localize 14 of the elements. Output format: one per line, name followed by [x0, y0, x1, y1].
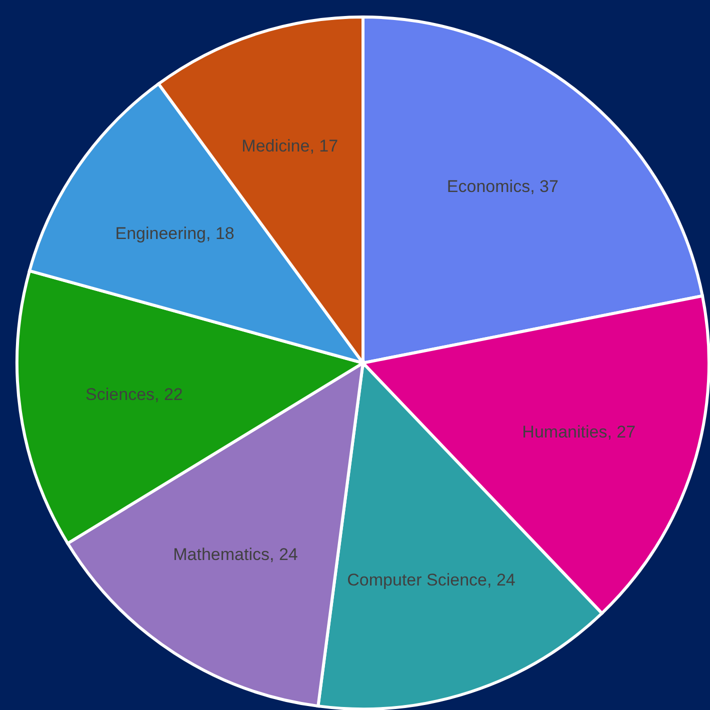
- data-label: , 24: [487, 570, 516, 590]
- data-label: , 27: [607, 422, 636, 442]
- data-label: , 18: [206, 224, 234, 243]
- data-label: , 37: [530, 177, 558, 196]
- slice-label: Humanities: [522, 422, 608, 442]
- data-label: , 22: [154, 385, 183, 404]
- data-label: , 17: [310, 136, 338, 156]
- slice-label: Medicine: [242, 136, 310, 156]
- slice-label: Computer Science: [347, 570, 488, 590]
- slice-label: Mathematics: [173, 544, 270, 564]
- slice-label: Economics: [446, 177, 530, 196]
- slice-label: Engineering: [115, 224, 206, 243]
- data-label: , 24: [270, 544, 298, 564]
- slice-label: Sciences: [86, 385, 155, 404]
